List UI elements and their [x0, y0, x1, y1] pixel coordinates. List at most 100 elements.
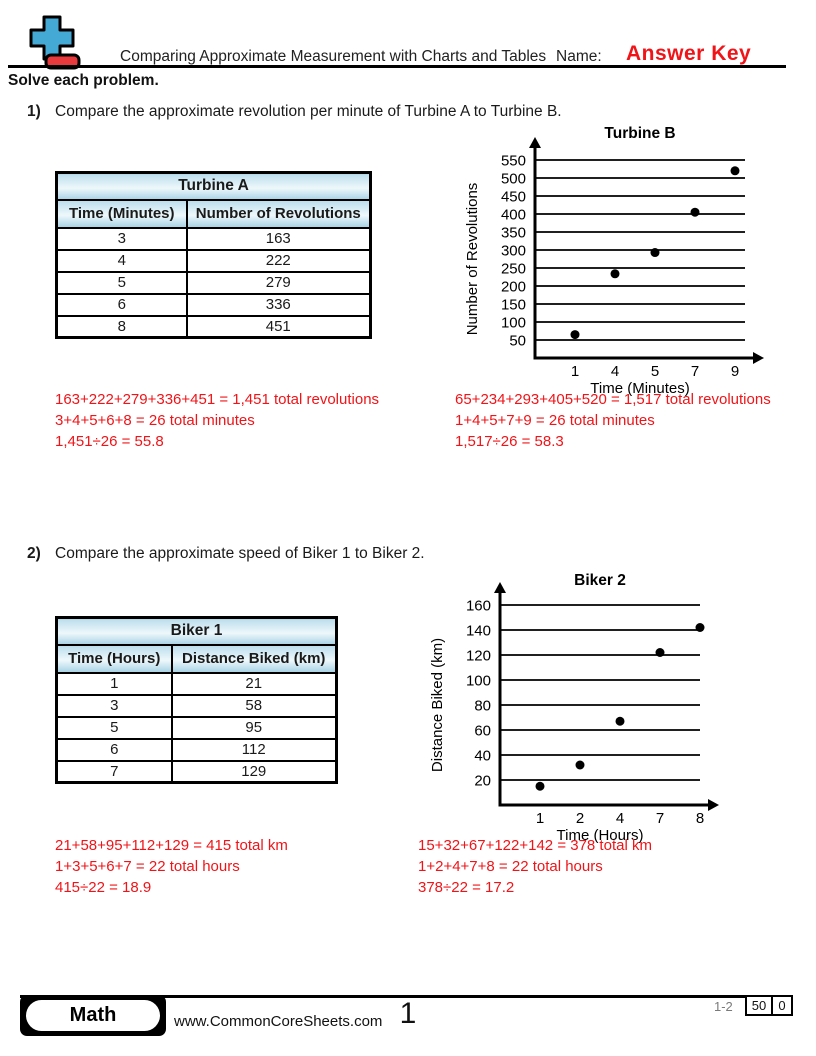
score-cell: 0 — [771, 995, 793, 1016]
data-point — [730, 166, 740, 176]
x-tick-label: 7 — [656, 810, 664, 827]
table-row: 1 21 — [55, 671, 338, 696]
answer-line: 1,451÷26 = 55.8 — [55, 433, 164, 450]
cell-value: 95 — [170, 715, 338, 740]
plus-minus-logo-icon — [29, 15, 81, 70]
website-text: www.CommonCoreSheets.com — [174, 1013, 383, 1030]
cell-time: 5 — [55, 715, 173, 740]
cell-time: 5 — [55, 270, 188, 295]
data-point — [650, 248, 660, 258]
subject-badge: Math — [20, 995, 166, 1036]
x-tick-label: 1 — [571, 363, 579, 380]
answer-block-turbine-a: 163+222+279+336+451 = 1,451 total revolu… — [55, 389, 379, 452]
name-label: Name: — [556, 48, 602, 65]
data-point — [575, 760, 585, 770]
y-tick-label: 50 — [509, 333, 526, 350]
column-header: Number of Revolutions — [185, 198, 372, 229]
cell-time: 6 — [55, 737, 173, 762]
cell-value: 58 — [170, 693, 338, 718]
cell-value: 21 — [170, 671, 338, 696]
problem-1-text: Compare the approximate revolution per m… — [55, 103, 562, 120]
cell-time: 6 — [55, 292, 188, 317]
y-tick-label: 300 — [501, 243, 526, 260]
x-axis-arrow — [708, 799, 719, 811]
cell-value: 451 — [185, 314, 372, 339]
answer-line: 378÷22 = 17.2 — [418, 879, 515, 896]
biker-1-table: Biker 1 Time (Hours) Distance Biked (km)… — [55, 616, 338, 784]
y-tick-label: 100 — [466, 673, 491, 690]
cell-time: 3 — [55, 693, 173, 718]
column-header: Time (Minutes) — [55, 198, 188, 229]
x-axis-arrow — [753, 352, 764, 364]
y-tick-label: 250 — [501, 261, 526, 278]
x-tick-label: 5 — [651, 363, 659, 380]
data-point — [655, 648, 665, 657]
column-header: Distance Biked (km) — [170, 643, 338, 674]
answer-line: 1+2+4+7+8 = 22 total hours — [418, 858, 603, 875]
y-tick-label: 350 — [501, 225, 526, 242]
cell-time: 8 — [55, 314, 188, 339]
answer-key-text: Answer Key — [626, 42, 752, 65]
chart-title: Biker 2 — [574, 572, 626, 589]
y-axis-label: Distance Biked (km) — [429, 638, 446, 772]
problem-range: 1-2 — [714, 999, 733, 1014]
x-tick-label: 4 — [616, 810, 624, 827]
instructions: Solve each problem. — [8, 72, 159, 89]
y-tick-label: 500 — [501, 171, 526, 188]
y-tick-label: 80 — [474, 698, 491, 715]
turbine-a-table: Turbine A Time (Minutes) Number of Revol… — [55, 171, 372, 339]
cell-time: 3 — [55, 226, 188, 251]
answer-block-biker-1: 21+58+95+112+129 = 415 total km 1+3+5+6+… — [55, 835, 288, 898]
answer-block-biker-2: 15+32+67+122+142 = 378 total km 1+2+4+7+… — [418, 835, 652, 898]
answer-line: 3+4+5+6+8 = 26 total minutes — [55, 412, 255, 429]
worksheet-title: Comparing Approximate Measurement with C… — [120, 48, 547, 65]
table-row: 5 95 — [55, 715, 338, 740]
table-title: Turbine A — [55, 171, 372, 201]
x-tick-label: 2 — [576, 810, 584, 827]
answer-line: 21+58+95+112+129 = 415 total km — [55, 837, 288, 854]
score-boxes: 50 0 — [745, 995, 793, 1016]
problem-2-text: Compare the approximate speed of Biker 1… — [55, 545, 425, 562]
x-axis-label: Time (Minutes) — [590, 380, 689, 397]
answer-line: 163+222+279+336+451 = 1,451 total revolu… — [55, 391, 380, 408]
table-row: 6 336 — [55, 292, 372, 317]
y-tick-label: 450 — [501, 189, 526, 206]
table-row: 3 163 — [55, 226, 372, 251]
cell-value: 336 — [185, 292, 372, 317]
y-axis-label: Number of Revolutions — [464, 183, 481, 336]
data-point — [570, 330, 580, 340]
problem-1-number: 1) — [27, 103, 41, 120]
table-row: 4 222 — [55, 248, 372, 273]
header-rule — [8, 65, 786, 68]
y-axis-arrow — [529, 137, 541, 148]
cell-value: 129 — [170, 759, 338, 784]
table-row: 7 129 — [55, 759, 338, 784]
answer-line: 1+4+5+7+9 = 26 total minutes — [455, 412, 655, 429]
y-tick-label: 20 — [474, 773, 491, 790]
y-tick-label: 100 — [501, 315, 526, 332]
y-tick-label: 120 — [466, 648, 491, 665]
answer-line: 415÷22 = 18.9 — [55, 879, 152, 896]
answer-block-turbine-b: 65+234+293+405+520 = 1,517 total revolut… — [455, 389, 771, 452]
x-tick-label: 9 — [731, 363, 739, 380]
y-axis-arrow — [494, 582, 506, 593]
data-point — [535, 781, 545, 791]
table-row: 5 279 — [55, 270, 372, 295]
table-row: 6 112 — [55, 737, 338, 762]
table-row: 3 58 — [55, 693, 338, 718]
biker-2-chart: 20 40 60 80 100 120 140 160 1 2 4 7 8 Biker 2 Time (Ho… — [429, 572, 719, 844]
x-tick-label: 4 — [611, 363, 619, 380]
subject-label: Math — [26, 1000, 160, 1031]
y-tick-label: 200 — [501, 279, 526, 296]
page-number: 1 — [399, 997, 417, 1030]
table-title: Biker 1 — [55, 616, 338, 646]
data-point — [610, 269, 620, 279]
answer-line: 65+234+293+405+520 = 1,517 total revolut… — [455, 391, 771, 408]
y-tick-label: 160 — [466, 598, 491, 615]
answer-line: 1,517÷26 = 58.3 — [455, 433, 564, 450]
cell-time: 1 — [55, 671, 173, 696]
y-tick-label: 150 — [501, 297, 526, 314]
data-point — [615, 716, 625, 726]
cell-value: 112 — [170, 737, 338, 762]
